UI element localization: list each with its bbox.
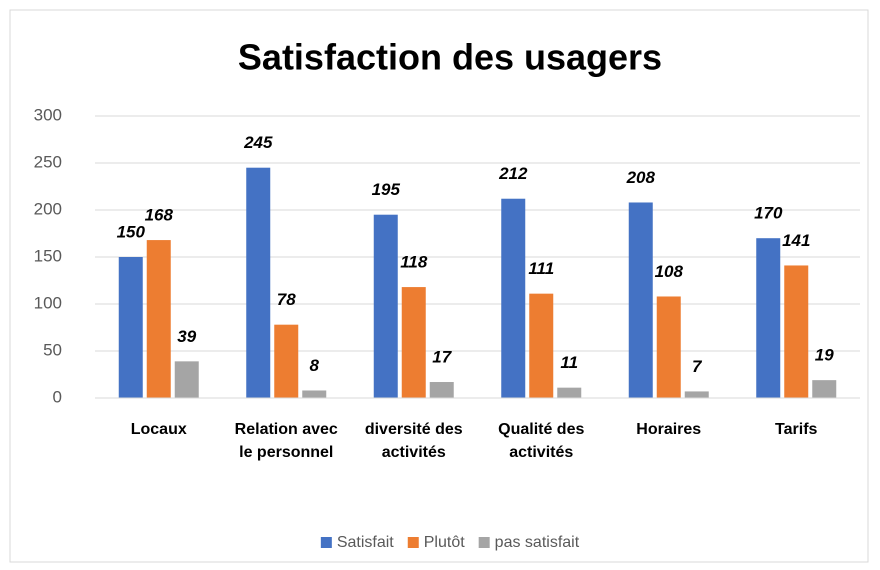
y-tick-label: 50 [43,340,62,359]
data-label: 212 [498,164,528,183]
data-label: 208 [626,168,656,187]
x-tick-line: diversité des [365,421,463,438]
y-tick-label: 200 [34,199,62,218]
x-tick-label: Qualité des activités [498,421,584,461]
data-label: 168 [145,206,174,225]
bar [756,238,781,398]
x-tick-label: Relation avec le personnel [235,421,338,461]
bar [174,361,199,398]
data-label: 78 [277,290,296,309]
y-tick-label: 300 [34,105,62,124]
x-tick-label: Locaux [131,421,187,438]
bar [274,324,299,398]
data-label: 170 [754,204,783,223]
bar [812,380,837,398]
bar [656,296,681,398]
data-label: 7 [692,357,703,376]
x-tick-line: Tarifs [775,421,817,438]
bar [684,391,709,398]
x-tick-line: le personnel [239,444,333,461]
data-label: 195 [372,180,401,199]
y-tick-label: 150 [34,246,62,265]
x-tick-label: diversité des activités [365,421,463,461]
bar [557,387,582,398]
x-tick-line: Qualité des [498,421,584,438]
y-tick-label: 0 [53,387,62,406]
x-tick-line: Relation avec [235,421,338,438]
data-label: 141 [782,231,810,250]
data-label: 150 [117,222,146,241]
x-tick-line: activités [509,444,573,461]
y-tick-label: 100 [34,293,62,312]
data-label: 108 [655,262,684,281]
data-label: 118 [400,253,428,272]
legend-label: Plutôt [424,534,465,551]
bar [246,167,271,398]
bar [146,240,171,398]
legend: Satisfait Plutôt pas satisfait [320,534,580,551]
bar [118,257,143,398]
data-label: 245 [243,133,273,152]
x-tick-label: Horaires [636,421,701,438]
x-tick-label: Tarifs [775,421,817,438]
data-label: 17 [432,348,452,367]
x-tick-line: Horaires [636,421,701,438]
x-tick-line: Locaux [131,421,187,438]
legend-swatch [320,537,332,548]
bar [401,287,426,398]
bar [429,382,454,398]
data-label: 8 [310,356,320,375]
y-tick-label: 250 [34,152,62,171]
legend-swatch [478,537,490,548]
chart-title: Satisfaction des usagers [238,37,662,78]
data-label: 19 [815,346,834,365]
bar [784,265,809,398]
bar [628,202,653,398]
data-label: 39 [177,327,196,346]
x-tick-line: activités [382,444,446,461]
bar [302,390,327,398]
bar [373,214,398,398]
bar [529,293,554,398]
data-label: 11 [560,353,578,372]
legend-label: Satisfait [337,534,394,551]
bar [501,198,526,398]
legend-label: pas satisfait [495,534,580,551]
data-label: 111 [528,259,554,278]
legend-swatch [407,537,419,548]
